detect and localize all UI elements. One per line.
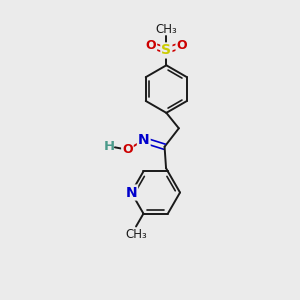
Text: N: N: [125, 185, 137, 200]
Text: H: H: [104, 140, 115, 153]
Text: O: O: [146, 39, 156, 52]
Text: S: S: [161, 44, 171, 57]
Text: N: N: [138, 133, 150, 147]
Text: CH₃: CH₃: [155, 23, 177, 36]
Text: O: O: [176, 39, 187, 52]
Text: O: O: [122, 143, 133, 156]
Text: CH₃: CH₃: [126, 228, 148, 241]
